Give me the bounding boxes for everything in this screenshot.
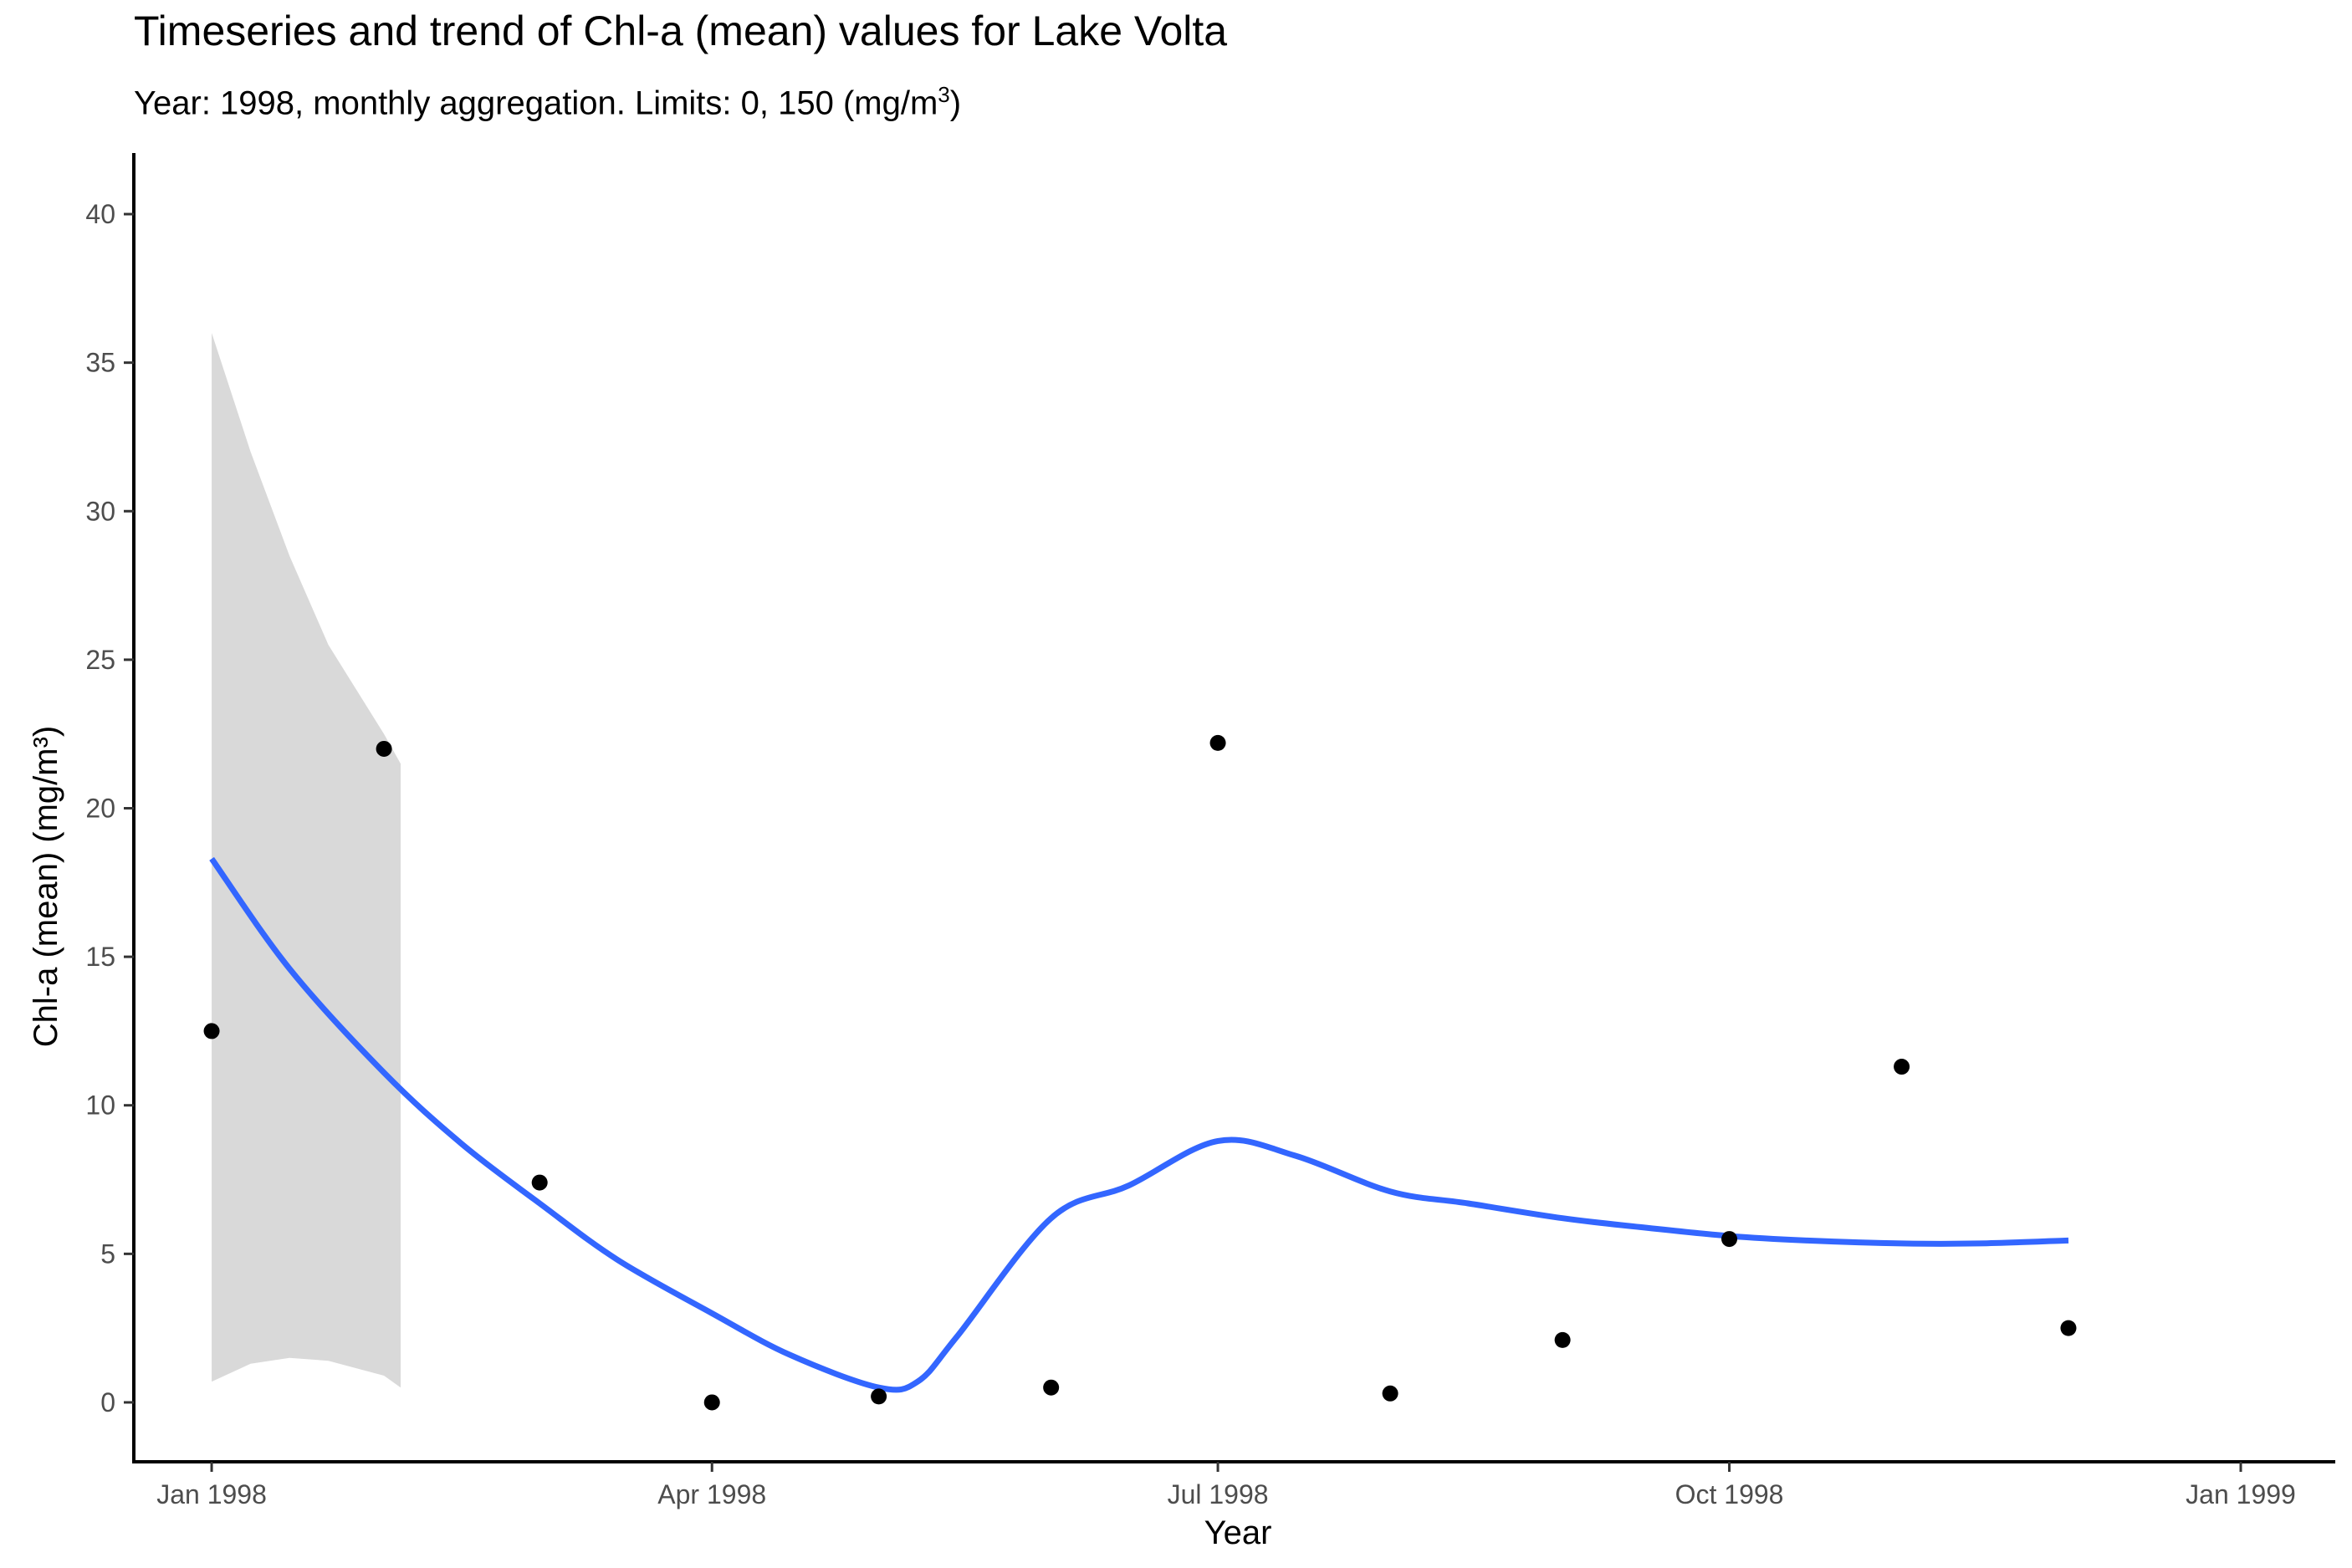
subtitle-text: Year: 1998, monthly aggregation. Limits:… — [134, 84, 938, 122]
data-point — [1382, 1385, 1398, 1402]
x-axis-title: Year — [1204, 1514, 1272, 1551]
y-tick-label: 10 — [85, 1090, 115, 1121]
chart-subtitle: Year: 1998, monthly aggregation. Limits:… — [134, 82, 961, 122]
trend-line — [209, 856, 2069, 1393]
x-tick-label: Jan 1999 — [2186, 1479, 2296, 1509]
x-tick-label: Jul 1998 — [1168, 1479, 1269, 1509]
data-point — [376, 740, 392, 757]
confidence-ribbon — [212, 333, 401, 1388]
data-point — [1043, 1379, 1060, 1396]
x-tick-label: Apr 1998 — [657, 1479, 766, 1509]
data-point — [1894, 1059, 1910, 1075]
data-point — [703, 1394, 720, 1411]
y-tick-label: 0 — [100, 1387, 115, 1417]
y-tick-label: 5 — [100, 1239, 115, 1269]
data-point — [871, 1388, 887, 1405]
subtitle-exponent: 3 — [938, 82, 950, 107]
data-point — [2060, 1320, 2077, 1336]
data-point — [203, 1023, 220, 1039]
x-tick-label: Oct 1998 — [1675, 1479, 1784, 1509]
chart-title: Timeseries and trend of Chl-a (mean) val… — [134, 8, 1228, 54]
y-tick-label: 35 — [85, 348, 115, 378]
data-point — [1721, 1231, 1738, 1248]
subtitle-close: ) — [949, 84, 962, 122]
data-point — [1209, 734, 1226, 751]
y-axis-title: Chl-a (mean) (mg/m³) — [28, 726, 64, 1047]
y-tick-label: 20 — [85, 794, 115, 824]
data-point — [531, 1174, 548, 1191]
y-tick-label: 15 — [85, 942, 115, 972]
data-point — [1554, 1331, 1571, 1348]
y-tick-label: 40 — [85, 199, 115, 229]
y-tick-label: 30 — [85, 496, 115, 526]
x-tick-label: Jan 1998 — [156, 1479, 267, 1509]
y-tick-label: 25 — [85, 645, 115, 675]
